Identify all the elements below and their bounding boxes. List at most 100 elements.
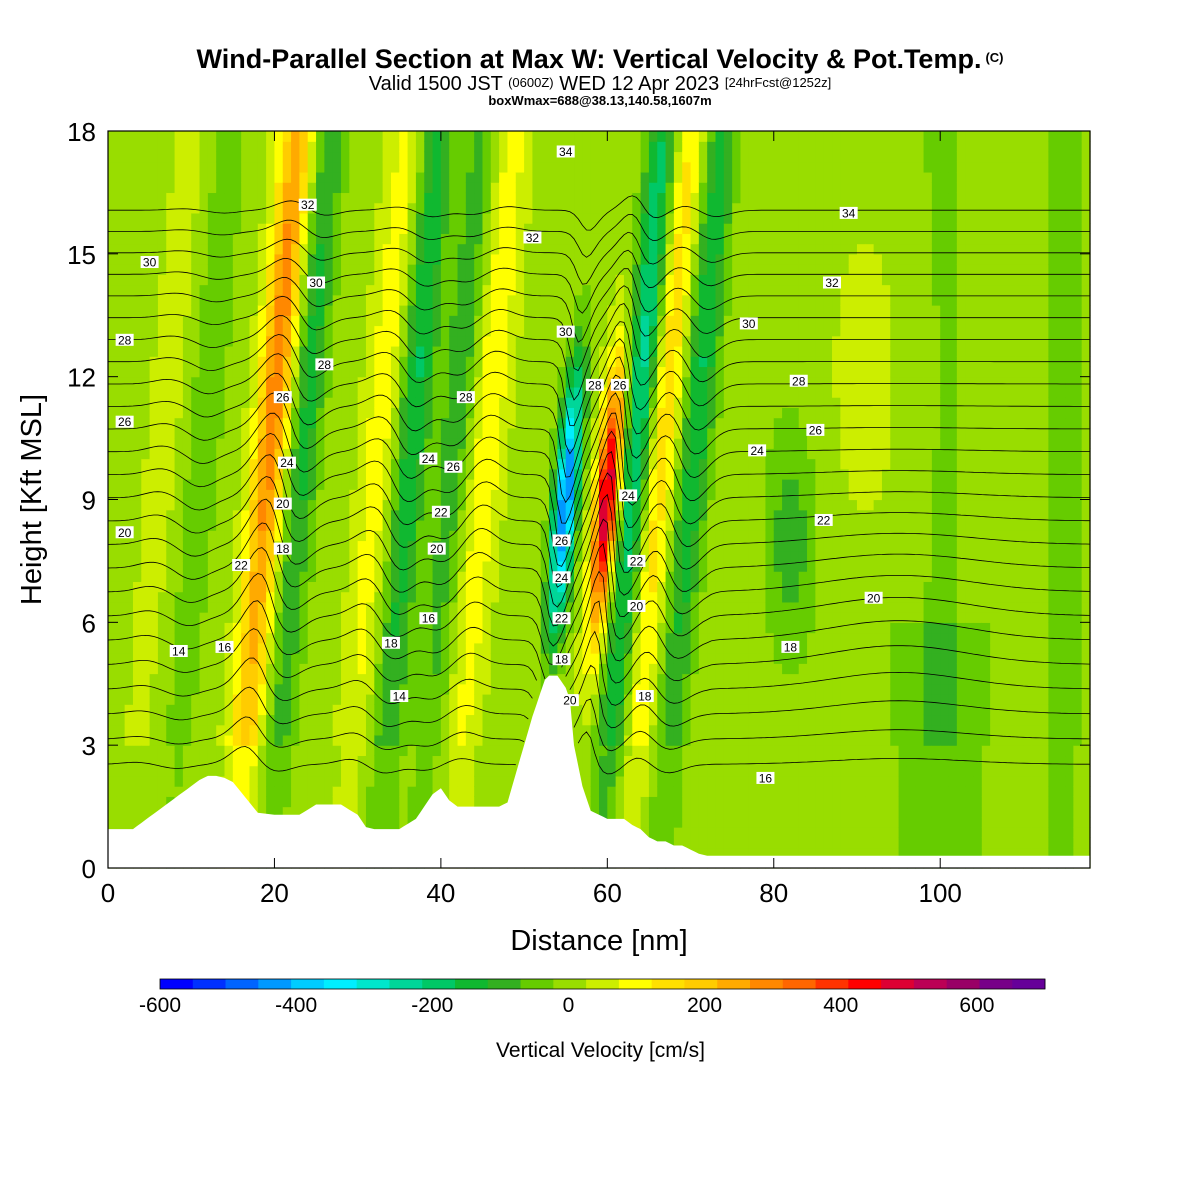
velocity-cell [224,397,234,408]
velocity-cell [540,141,550,153]
velocity-cell [490,796,500,808]
velocity-cell [599,499,608,511]
velocity-cell [640,734,650,746]
velocity-cell [665,182,675,194]
velocity-cell [257,560,267,572]
velocity-cell [390,560,400,572]
velocity-cell [657,755,667,767]
velocity-cell [599,356,608,368]
velocity-cell [424,581,434,593]
velocity-cell [432,376,442,388]
velocity-cell [482,223,492,234]
velocity-cell [249,765,259,777]
velocity-cell [557,632,567,644]
velocity-cell [457,653,467,664]
velocity-cell [191,704,201,716]
velocity-cell [141,693,151,705]
velocity-cell [332,397,342,408]
velocity-cell [341,223,350,234]
velocity-cell [515,448,525,460]
velocity-cell [457,171,467,183]
velocity-cell [241,202,251,214]
velocity-cell [407,775,417,787]
velocity-cell [532,407,542,419]
velocity-cell [266,775,276,787]
velocity-cell [207,356,217,368]
velocity-cell [149,182,159,194]
velocity-cell [166,499,176,511]
velocity-cell [632,653,642,664]
velocity-cell [632,376,642,388]
velocity-cell [490,427,500,439]
velocity-cell [574,663,583,675]
velocity-cell [157,427,167,439]
velocity-cell [324,530,334,542]
velocity-cell [623,796,633,808]
velocity-cell [299,335,309,347]
velocity-cell [374,653,384,664]
velocity-cell [640,315,650,327]
velocity-cell [241,161,251,173]
velocity-cell [291,294,300,306]
velocity-cell [515,550,525,562]
velocity-cell [532,243,542,255]
velocity-cell [182,479,192,490]
velocity-cell [632,274,642,286]
velocity-cell [524,131,534,142]
velocity-cell [673,212,683,224]
velocity-cell [124,325,134,337]
velocity-cell [615,499,625,511]
velocity-cell [565,131,575,142]
velocity-cell [499,745,509,757]
velocity-cell [574,509,583,521]
velocity-cell [207,233,217,245]
velocity-cell [357,171,367,183]
velocity-cell [648,335,658,347]
velocity-cell [399,734,409,746]
velocity-cell [191,560,201,572]
velocity-cell [615,438,625,449]
velocity-cell [382,407,392,419]
velocity-cell [207,284,217,296]
velocity-cell [124,581,134,593]
velocity-cell [615,683,625,695]
velocity-cell [648,417,658,429]
velocity-cell [607,693,617,705]
velocity-cell [482,151,492,163]
velocity-cell [574,499,583,511]
velocity-cell [157,796,167,808]
velocity-cell [432,775,442,787]
velocity-cell [657,612,667,623]
velocity-cell [623,325,633,337]
velocity-cell [415,745,425,757]
velocity-cell [199,182,209,194]
velocity-cell [432,171,442,183]
velocity-cell [274,479,284,490]
velocity-cell [174,560,184,572]
velocity-cell [474,417,484,429]
velocity-cell [507,274,517,286]
velocity-cell [382,745,392,757]
velocity-cell [574,182,583,194]
velocity-cell [207,151,217,163]
velocity-cell [291,182,300,194]
velocity-cell [257,601,267,613]
velocity-cell [166,192,176,204]
velocity-cell [648,171,658,183]
velocity-cell [207,223,217,234]
velocity-cell [307,499,317,511]
velocity-cell [157,653,167,664]
velocity-cell [357,325,367,337]
velocity-cell [365,202,375,214]
velocity-cell [157,632,167,644]
velocity-cell [282,519,292,531]
velocity-cell [515,192,525,204]
velocity-cell [191,448,201,460]
velocity-cell [182,366,192,378]
velocity-cell [199,305,209,316]
velocity-cell [440,724,450,736]
velocity-cell [515,571,525,582]
velocity-cell [365,171,375,183]
velocity-cell [549,386,558,398]
velocity-cell [224,519,234,531]
